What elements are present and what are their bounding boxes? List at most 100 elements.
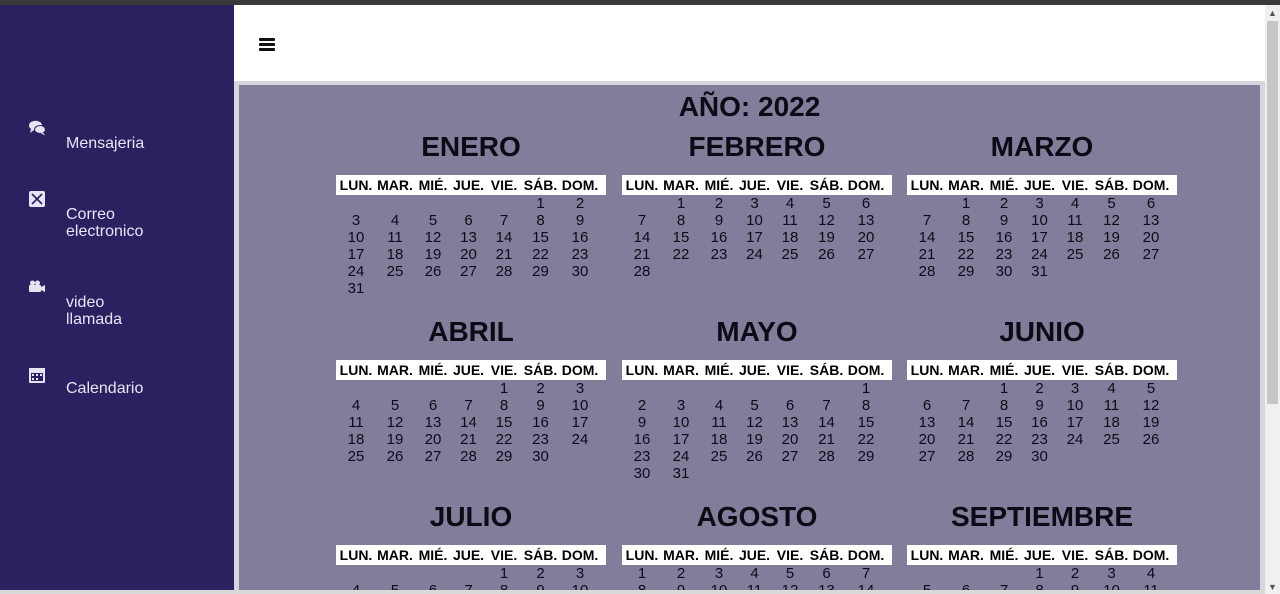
day-cell[interactable]: 24 — [347, 263, 365, 280]
day-cell[interactable]: 30 — [995, 263, 1013, 280]
day-cell[interactable]: 4 — [785, 195, 795, 212]
day-cell[interactable]: 20 — [460, 246, 477, 263]
day-cell[interactable]: 15 — [995, 414, 1013, 431]
day-cell[interactable]: 6 — [1146, 195, 1156, 212]
day-cell[interactable]: 25 — [1066, 246, 1084, 263]
day-cell[interactable]: 27 — [460, 263, 477, 280]
day-cell[interactable]: 30 — [1031, 448, 1048, 465]
day-cell[interactable]: 18 — [710, 431, 728, 448]
day-cell[interactable]: 21 — [818, 431, 835, 448]
day-cell[interactable]: 11 — [1103, 397, 1120, 414]
day-cell[interactable]: 7 — [961, 397, 971, 414]
day-cell[interactable]: 19 — [1103, 229, 1120, 246]
day-cell[interactable]: 14 — [918, 229, 936, 246]
day-cell[interactable]: 7 — [499, 212, 509, 229]
day-cell[interactable]: 16 — [633, 431, 651, 448]
day-cell[interactable]: 1 — [536, 195, 545, 212]
day-cell[interactable]: 26 — [424, 263, 442, 280]
day-cell[interactable]: 9 — [536, 397, 545, 414]
day-cell[interactable]: 24 — [1031, 246, 1048, 263]
hamburger-menu-icon[interactable] — [259, 38, 275, 52]
day-cell[interactable]: 26 — [386, 448, 404, 465]
day-cell[interactable]: 20 — [857, 229, 875, 246]
day-cell[interactable]: 19 — [818, 229, 835, 246]
day-cell[interactable]: 9 — [637, 414, 647, 431]
day-cell[interactable]: 9 — [536, 582, 545, 594]
day-cell[interactable]: 22 — [857, 431, 875, 448]
day-cell[interactable]: 8 — [1035, 582, 1044, 594]
day-cell[interactable]: 5 — [428, 212, 438, 229]
day-cell[interactable]: 9 — [1070, 582, 1080, 594]
scroll-thumb[interactable] — [1267, 21, 1278, 404]
day-cell[interactable]: 8 — [676, 212, 686, 229]
day-cell[interactable]: 28 — [918, 263, 936, 280]
day-cell[interactable]: 21 — [633, 246, 651, 263]
day-cell[interactable]: 25 — [710, 448, 728, 465]
day-cell[interactable]: 23 — [633, 448, 651, 465]
day-cell[interactable]: 12 — [818, 212, 835, 229]
day-cell[interactable]: 15 — [857, 414, 875, 431]
day-cell[interactable]: 12 — [1142, 397, 1160, 414]
day-cell[interactable]: 13 — [424, 414, 442, 431]
day-cell[interactable]: 11 — [1067, 212, 1083, 229]
day-cell[interactable]: 23 — [571, 246, 589, 263]
day-cell[interactable]: 2 — [637, 397, 647, 414]
day-cell[interactable]: 1 — [861, 380, 871, 397]
day-cell[interactable]: 31 — [1031, 263, 1048, 280]
day-cell[interactable]: 4 — [1146, 565, 1156, 582]
day-cell[interactable]: 6 — [428, 582, 438, 594]
day-cell[interactable]: 6 — [464, 212, 473, 229]
day-cell[interactable]: 7 — [637, 212, 647, 229]
day-cell[interactable]: 19 — [386, 431, 404, 448]
day-cell[interactable]: 3 — [1035, 195, 1044, 212]
day-cell[interactable]: 17 — [1031, 229, 1048, 246]
day-cell[interactable]: 15 — [532, 229, 549, 246]
day-cell[interactable]: 3 — [1070, 380, 1080, 397]
day-cell[interactable]: 14 — [633, 229, 651, 246]
day-cell[interactable]: 11 — [348, 414, 364, 431]
day-cell[interactable]: 29 — [857, 448, 875, 465]
day-cell[interactable]: 29 — [957, 263, 975, 280]
day-cell[interactable]: 2 — [575, 195, 585, 212]
day-cell[interactable]: 25 — [386, 263, 404, 280]
day-cell[interactable]: 4 — [351, 397, 361, 414]
day-cell[interactable]: 9 — [575, 212, 585, 229]
day-cell[interactable]: 24 — [571, 431, 589, 448]
day-cell[interactable]: 27 — [781, 448, 799, 465]
day-cell[interactable]: 30 — [571, 263, 589, 280]
day-cell[interactable]: 2 — [536, 380, 545, 397]
day-cell[interactable]: 22 — [995, 431, 1013, 448]
day-cell[interactable]: 16 — [1031, 414, 1048, 431]
day-cell[interactable]: 14 — [460, 414, 477, 431]
day-cell[interactable]: 5 — [1146, 380, 1156, 397]
day-cell[interactable]: 9 — [999, 212, 1009, 229]
day-cell[interactable]: 3 — [750, 195, 759, 212]
day-cell[interactable]: 10 — [1031, 212, 1048, 229]
day-cell[interactable]: 16 — [995, 229, 1013, 246]
day-cell[interactable]: 7 — [922, 212, 932, 229]
day-cell[interactable]: 14 — [957, 414, 975, 431]
day-cell[interactable]: 4 — [714, 397, 724, 414]
day-cell[interactable]: 10 — [571, 397, 589, 414]
day-cell[interactable]: 6 — [861, 195, 871, 212]
day-cell[interactable]: 1 — [499, 380, 509, 397]
day-cell[interactable]: 28 — [957, 448, 975, 465]
day-cell[interactable]: 26 — [746, 448, 763, 465]
day-cell[interactable]: 20 — [1142, 229, 1160, 246]
day-cell[interactable]: 7 — [999, 582, 1009, 594]
day-cell[interactable]: 14 — [495, 229, 513, 246]
day-cell[interactable]: 8 — [536, 212, 545, 229]
day-cell[interactable]: 23 — [710, 246, 728, 263]
day-cell[interactable]: 8 — [999, 397, 1009, 414]
day-cell[interactable]: 27 — [857, 246, 875, 263]
day-cell[interactable]: 3 — [714, 565, 724, 582]
day-cell[interactable]: 2 — [999, 195, 1009, 212]
day-cell[interactable]: 17 — [571, 414, 589, 431]
day-cell[interactable]: 17 — [347, 246, 365, 263]
day-cell[interactable]: 24 — [1066, 431, 1084, 448]
day-cell[interactable]: 1 — [676, 195, 686, 212]
day-cell[interactable]: 8 — [861, 397, 871, 414]
day-cell[interactable]: 29 — [532, 263, 549, 280]
day-cell[interactable]: 9 — [714, 212, 724, 229]
day-cell[interactable]: 3 — [575, 565, 585, 582]
